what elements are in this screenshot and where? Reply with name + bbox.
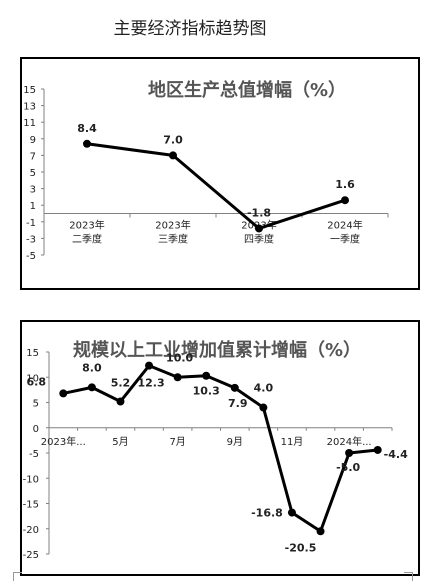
data-label: -4.4 — [384, 448, 408, 461]
data-label: 10.0 — [166, 351, 193, 364]
x-category-label: 2023年 — [155, 219, 190, 232]
y-tick-label: 5 — [30, 168, 36, 179]
chart-title: 规模以上工业增加值累计增幅（%） — [73, 339, 361, 361]
data-point — [287, 508, 296, 517]
gdp-growth-chart: 地区生产总值增幅（%）-5-3-1135791113152023年二季度2023… — [23, 79, 389, 262]
data-point — [83, 139, 91, 148]
data-point — [341, 196, 349, 205]
data-label: 7.9 — [228, 397, 248, 410]
data-point — [316, 527, 325, 536]
y-tick-label: 11 — [23, 118, 36, 129]
y-tick-label: -20 — [23, 525, 39, 536]
x-category-label: 四季度 — [244, 233, 274, 246]
y-tick-label: 10 — [26, 373, 39, 384]
y-tick-label: 15 — [26, 348, 39, 359]
y-tick-label: 3 — [30, 185, 36, 196]
y-tick-label: -5 — [26, 251, 36, 262]
data-point — [202, 371, 211, 380]
gdp-growth-chart-panel: 地区生产总值增幅（%） -5 -3 -1 1 3 5 7 9 11 13 15 2023年 二季度 2023… — [20, 57, 420, 290]
data-label: 8.0 — [82, 361, 102, 374]
data-label: 10.3 — [193, 385, 220, 398]
series-line — [62, 364, 378, 533]
y-tick-label: 0 — [33, 424, 39, 435]
page-corner-mark — [13, 572, 22, 581]
data-label: 8.4 — [77, 122, 97, 135]
y-tick-label: 15 — [23, 85, 36, 96]
data-point — [169, 151, 177, 160]
page-corner-mark — [404, 572, 413, 581]
x-tick-label: 11月 — [281, 436, 304, 448]
y-tick-label: -5 — [29, 449, 39, 460]
data-label: -5.0 — [336, 461, 360, 474]
industrial-growth-chart-panel: 规模以上工业增加值累计增幅（%） -25 -20 -15 -10 -5 0 5 10 15 2023… — [20, 320, 420, 576]
data-label: -20.5 — [285, 541, 317, 554]
x-tick-label: 9月 — [227, 436, 243, 448]
data-point — [259, 403, 268, 412]
data-label: 5.2 — [111, 376, 131, 389]
data-point — [230, 383, 239, 392]
x-category-label: 三季度 — [158, 233, 188, 246]
y-tick-label: 9 — [30, 135, 36, 146]
data-point — [59, 389, 68, 398]
y-tick-label: 7 — [30, 151, 36, 162]
data-label: -16.8 — [251, 507, 283, 520]
x-tick-label: 2023年... — [41, 435, 86, 448]
x-tick-label: 5月 — [112, 436, 128, 448]
data-label: 6.8 — [27, 375, 46, 388]
series-line — [86, 142, 346, 230]
data-label: 7.0 — [163, 133, 183, 146]
industrial-growth-chart: 规模以上工业增加值累计增幅（%） -25 -20 -15 -10 -5 0 5 10 15 2023… — [23, 339, 408, 561]
chart-title: 地区生产总值增幅（%） — [148, 79, 346, 101]
y-tick-label: -10 — [23, 474, 39, 485]
data-label: 1.6 — [335, 178, 355, 191]
y-tick-label: -25 — [23, 550, 39, 561]
data-point — [173, 373, 182, 382]
data-point — [87, 383, 96, 392]
data-point — [373, 445, 382, 454]
data-point — [255, 224, 263, 233]
page-title: 主要经济指标趋势图 — [113, 19, 267, 39]
x-tick-label: 7月 — [169, 436, 185, 448]
y-tick-label: -3 — [26, 234, 36, 245]
y-tick-label: 5 — [33, 399, 39, 410]
y-tick-label: 1 — [30, 201, 36, 212]
data-label: -1.8 — [247, 206, 271, 219]
data-point — [145, 361, 154, 370]
data-label: 12.3 — [137, 377, 164, 390]
x-category-label: 二季度 — [72, 233, 102, 246]
data-point — [116, 397, 125, 406]
x-category-label: 一季度 — [330, 233, 360, 246]
x-category-label: 2023年 — [69, 219, 104, 232]
x-tick-label: 2024年... — [327, 435, 372, 448]
y-tick-label: 13 — [23, 102, 36, 113]
x-category-label: 2024年 — [327, 219, 362, 232]
y-tick-label: -15 — [23, 500, 39, 511]
y-tick-label: -1 — [26, 218, 36, 229]
data-label: 4.0 — [254, 382, 274, 395]
data-point — [345, 449, 354, 457]
